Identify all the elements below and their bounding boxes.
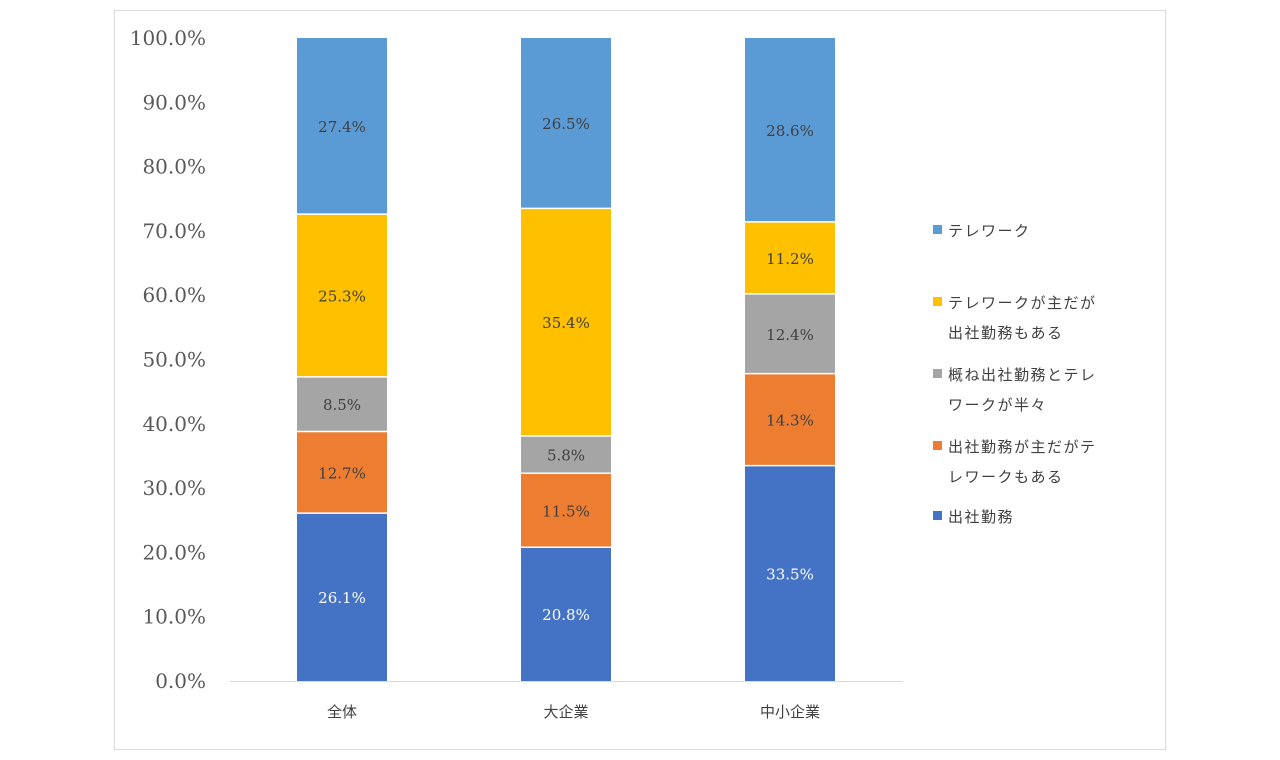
y-tick-label: 0.0%: [155, 669, 206, 693]
y-tick-label: 30.0%: [142, 476, 206, 500]
bar-segment: [521, 38, 611, 209]
data-label: 11.2%: [766, 250, 814, 268]
data-label: 12.4%: [766, 326, 814, 344]
bar-segment: [745, 293, 835, 374]
bar-segment: [521, 208, 611, 437]
bar-segment: [297, 214, 387, 377]
bar-segment: [745, 373, 835, 466]
legend-label: テレワーク: [948, 222, 1031, 240]
legend-swatch: [933, 225, 942, 234]
chart-frame: [114, 10, 1166, 750]
y-tick-label: 50.0%: [142, 348, 206, 372]
bar-segment: [297, 376, 387, 432]
y-axis: 0.0% 10.0% 20.0% 30.0% 40.0% 50.0% 60.0% 70.0% 8…: [130, 26, 206, 693]
bar-segment: [521, 547, 611, 681]
y-tick-label: 40.0%: [142, 412, 206, 436]
data-label: 12.7%: [318, 464, 366, 482]
data-label: 20.8%: [542, 606, 590, 624]
y-tick-label: 10.0%: [142, 605, 206, 629]
legend-item: 概ね出社勤務とテレ ワークが半々: [933, 360, 1133, 420]
legend-item: 出社勤務: [933, 502, 1133, 532]
data-label: 27.4%: [318, 118, 366, 136]
legend-label: 出社勤務: [948, 508, 1015, 526]
bar-segment: [745, 465, 835, 681]
bars: 26.1% 12.7% 8.5% 25.3% 27.4% 20.8% 11.5% 5.8% 35…: [297, 38, 835, 681]
x-axis: 全体 大企業 中小企業: [230, 681, 903, 721]
bar-segment: [297, 38, 387, 215]
legend-swatch: [933, 441, 942, 450]
data-label: 35.4%: [542, 314, 590, 332]
legend-label: 概ね出社勤務とテレ ワークが半々: [948, 366, 1097, 414]
bar-segment: [297, 431, 387, 514]
data-label: 14.3%: [766, 412, 814, 430]
x-category-label: 全体: [327, 703, 357, 721]
bar-segment: [745, 38, 835, 222]
x-category-label: 大企業: [543, 703, 588, 721]
data-label: 11.5%: [542, 502, 590, 520]
legend-label: テレワークが主だが 出社勤務もある: [948, 294, 1097, 342]
y-tick-label: 60.0%: [142, 283, 206, 307]
legend-swatch: [933, 511, 942, 520]
bar-segment: [521, 436, 611, 474]
legend-item: テレワークが主だが 出社勤務もある: [933, 288, 1133, 348]
bar-segment: [745, 221, 835, 294]
legend-item: テレワーク: [933, 216, 1133, 246]
bar-segment: [297, 513, 387, 681]
data-label: 5.8%: [547, 447, 585, 465]
y-tick-label: 20.0%: [142, 540, 206, 564]
x-category-label: 中小企業: [760, 703, 820, 721]
data-label: 8.5%: [323, 396, 361, 414]
legend-label: 出社勤務が主だがテ レワークもある: [948, 438, 1097, 486]
legend-swatch: [933, 297, 942, 306]
y-tick-label: 80.0%: [142, 155, 206, 179]
data-label: 33.5%: [766, 565, 814, 583]
bar-segment: [521, 473, 611, 548]
data-label: 26.1%: [318, 589, 366, 607]
y-tick-label: 90.0%: [142, 90, 206, 114]
legend-swatch: [933, 369, 942, 378]
y-tick-label: 70.0%: [142, 219, 206, 243]
data-label: 25.3%: [318, 288, 366, 306]
legend-item: 出社勤務が主だがテ レワークもある: [933, 432, 1133, 492]
y-tick-label: 100.0%: [130, 26, 206, 50]
data-label: 26.5%: [542, 115, 590, 133]
data-label: 28.6%: [766, 122, 814, 140]
